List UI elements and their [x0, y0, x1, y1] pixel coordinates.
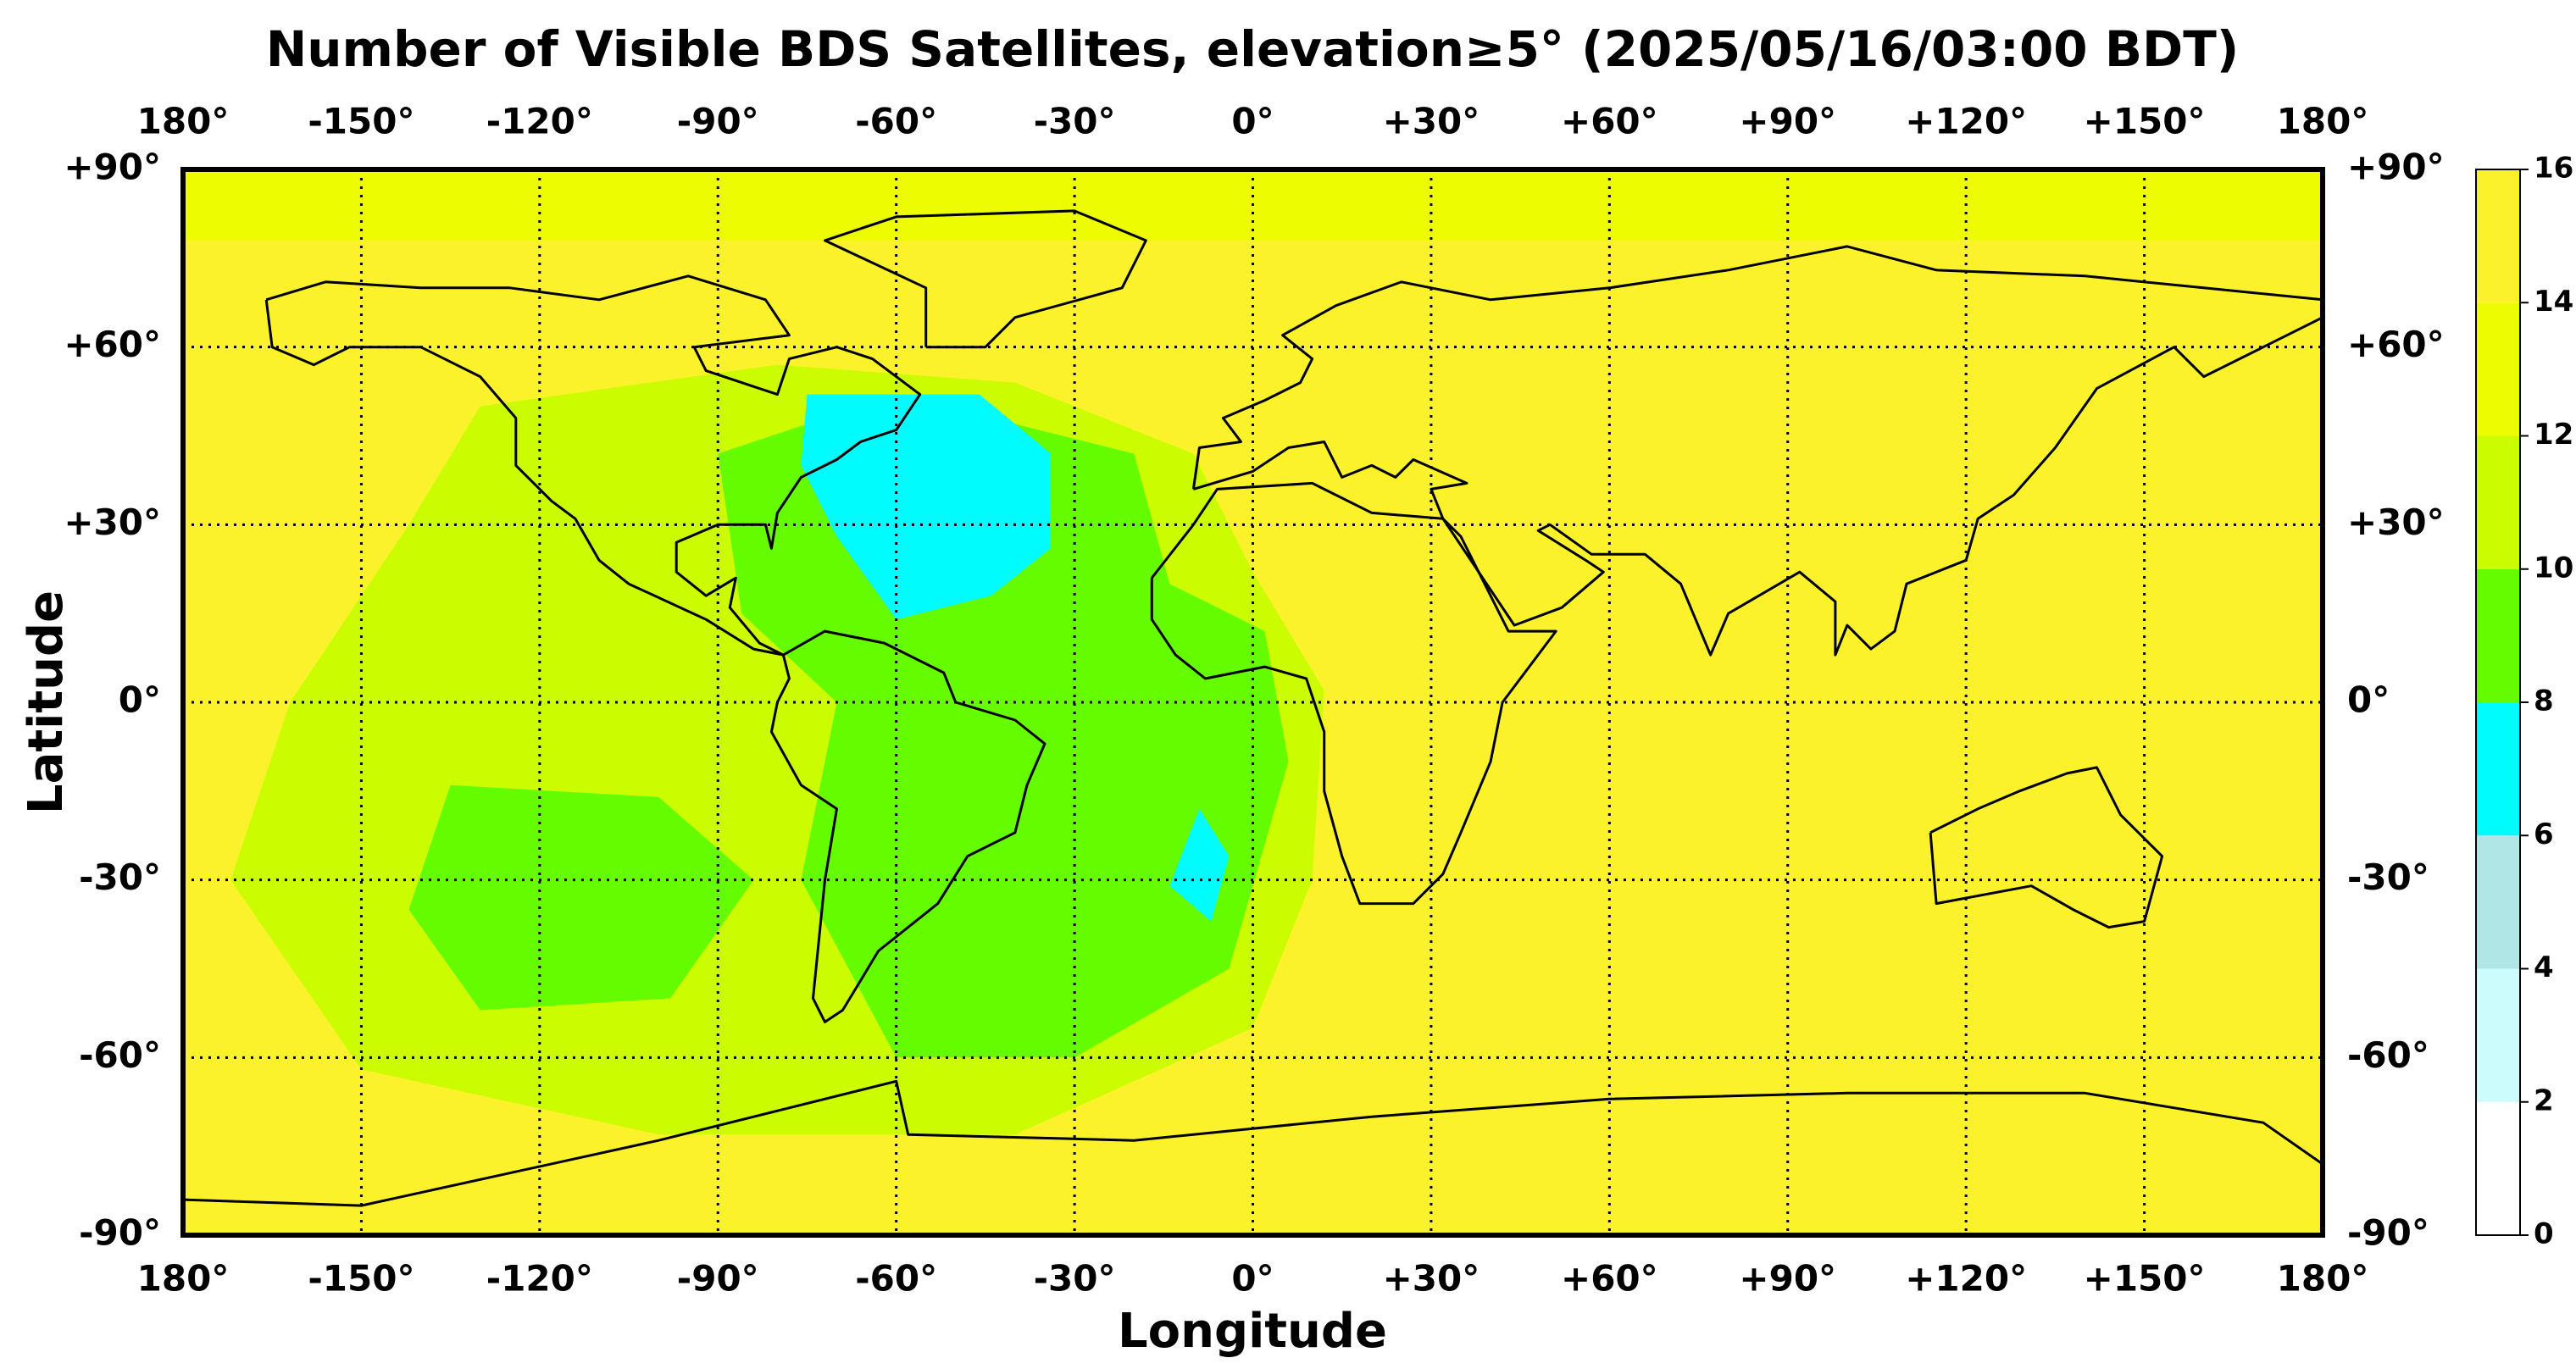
colorbar-tick-label: 14	[2534, 285, 2573, 319]
colorbar-bin	[2476, 1101, 2520, 1235]
coastline	[1150, 481, 1557, 906]
y-tick-label-right: -60°	[2347, 1034, 2429, 1076]
y-tick-label-left: 0°	[119, 679, 161, 721]
y-tick-label-left: -60°	[79, 1034, 161, 1076]
colorbar-bin	[2476, 568, 2520, 702]
y-tick-label-left: +30°	[64, 502, 161, 543]
colorbar-bin	[2476, 968, 2520, 1102]
colorbar-bin	[2476, 169, 2520, 303]
x-tick-label-top: +90°	[1739, 101, 1836, 142]
title: Number of Visible BDS Satellites, elevat…	[266, 20, 2240, 78]
x-tick-label-bottom: 180°	[137, 1258, 230, 1300]
colorbar-tick-label: 0	[2534, 1217, 2554, 1251]
colorbar-tick-label: 10	[2534, 551, 2573, 585]
x-tick-label-bottom: -90°	[677, 1258, 759, 1300]
x-tick-label-bottom: +60°	[1561, 1258, 1658, 1300]
x-tick-label-top: +120°	[1905, 101, 2027, 142]
colorbar-tick-label: 16	[2534, 152, 2573, 186]
x-tick-label-bottom: -150°	[308, 1258, 414, 1300]
satellite-count-region	[1169, 808, 1230, 922]
y-tick-label-right: +60°	[2347, 324, 2445, 365]
y-tick-label-left: +90°	[64, 147, 161, 188]
colorbar-bin	[2476, 702, 2520, 836]
x-tick-label-top: -90°	[677, 101, 759, 142]
labels: 180° 180° -150° -150° -120° -120° -90° -90° -60°…	[64, 101, 2444, 1300]
colorbar-tick-label: 2	[2534, 1084, 2554, 1117]
colorbar-tick-label: 6	[2534, 818, 2554, 851]
x-tick-label-bottom: 0°	[1231, 1258, 1274, 1300]
y-tick-label-left: -90°	[79, 1212, 161, 1254]
colorbar-tick-label: 8	[2534, 684, 2554, 718]
x-tick-label-top: -30°	[1034, 101, 1116, 142]
colorbar-tick-label: 4	[2534, 951, 2554, 984]
colorbar-bin	[2476, 302, 2520, 436]
coastline	[1191, 245, 2324, 657]
x-tick-label-bottom: +90°	[1739, 1258, 1836, 1300]
coastline	[264, 274, 922, 657]
x-tick-label-bottom: 180°	[2277, 1258, 2369, 1300]
x-tick-label-top: -60°	[855, 101, 937, 142]
satellite-count-region	[408, 784, 754, 1011]
x-tick-label-bottom: -60°	[855, 1258, 937, 1300]
x-tick-label-top: 180°	[137, 101, 230, 142]
colorbar-tick-label: 12	[2534, 418, 2573, 452]
x-tick-label-top: +150°	[2084, 101, 2206, 142]
x-tick-label-bottom: +120°	[1905, 1258, 2027, 1300]
y-tick-label-left: -30°	[79, 856, 161, 898]
colorbar-bin	[2476, 835, 2520, 969]
y-tick-label-right: -30°	[2347, 856, 2429, 898]
x-tick-label-bottom: +30°	[1383, 1258, 1480, 1300]
x-tick-label-top: 180°	[2277, 101, 2369, 142]
x-tick-label-top: 0°	[1231, 101, 1274, 142]
x-tick-label-bottom: +150°	[2084, 1258, 2206, 1300]
x-tick-label-top: +60°	[1561, 101, 1658, 142]
y-tick-label-right: +90°	[2347, 147, 2445, 188]
x-tick-label-bottom: -120°	[486, 1258, 593, 1300]
coastline	[824, 209, 1147, 349]
x-tick-label-top: -150°	[308, 101, 414, 142]
colorbar-bin	[2476, 435, 2520, 569]
satellite-count-region	[801, 394, 1051, 620]
x-tick-label-top: -120°	[486, 101, 593, 142]
map-frame	[180, 167, 2325, 1238]
coastline	[1929, 766, 2164, 929]
x-tick-label-bottom: -30°	[1034, 1258, 1116, 1300]
y-tick-label-right: +30°	[2347, 502, 2445, 543]
x-tick-label-top: +30°	[1383, 101, 1480, 142]
y-tick-label-right: -90°	[2347, 1212, 2429, 1254]
y-axis-label: Latitude	[19, 590, 74, 814]
y-tick-label-left: +60°	[64, 324, 161, 365]
x-axis-label: Longitude	[1118, 1304, 1387, 1359]
y-tick-label-right: 0°	[2347, 679, 2390, 721]
